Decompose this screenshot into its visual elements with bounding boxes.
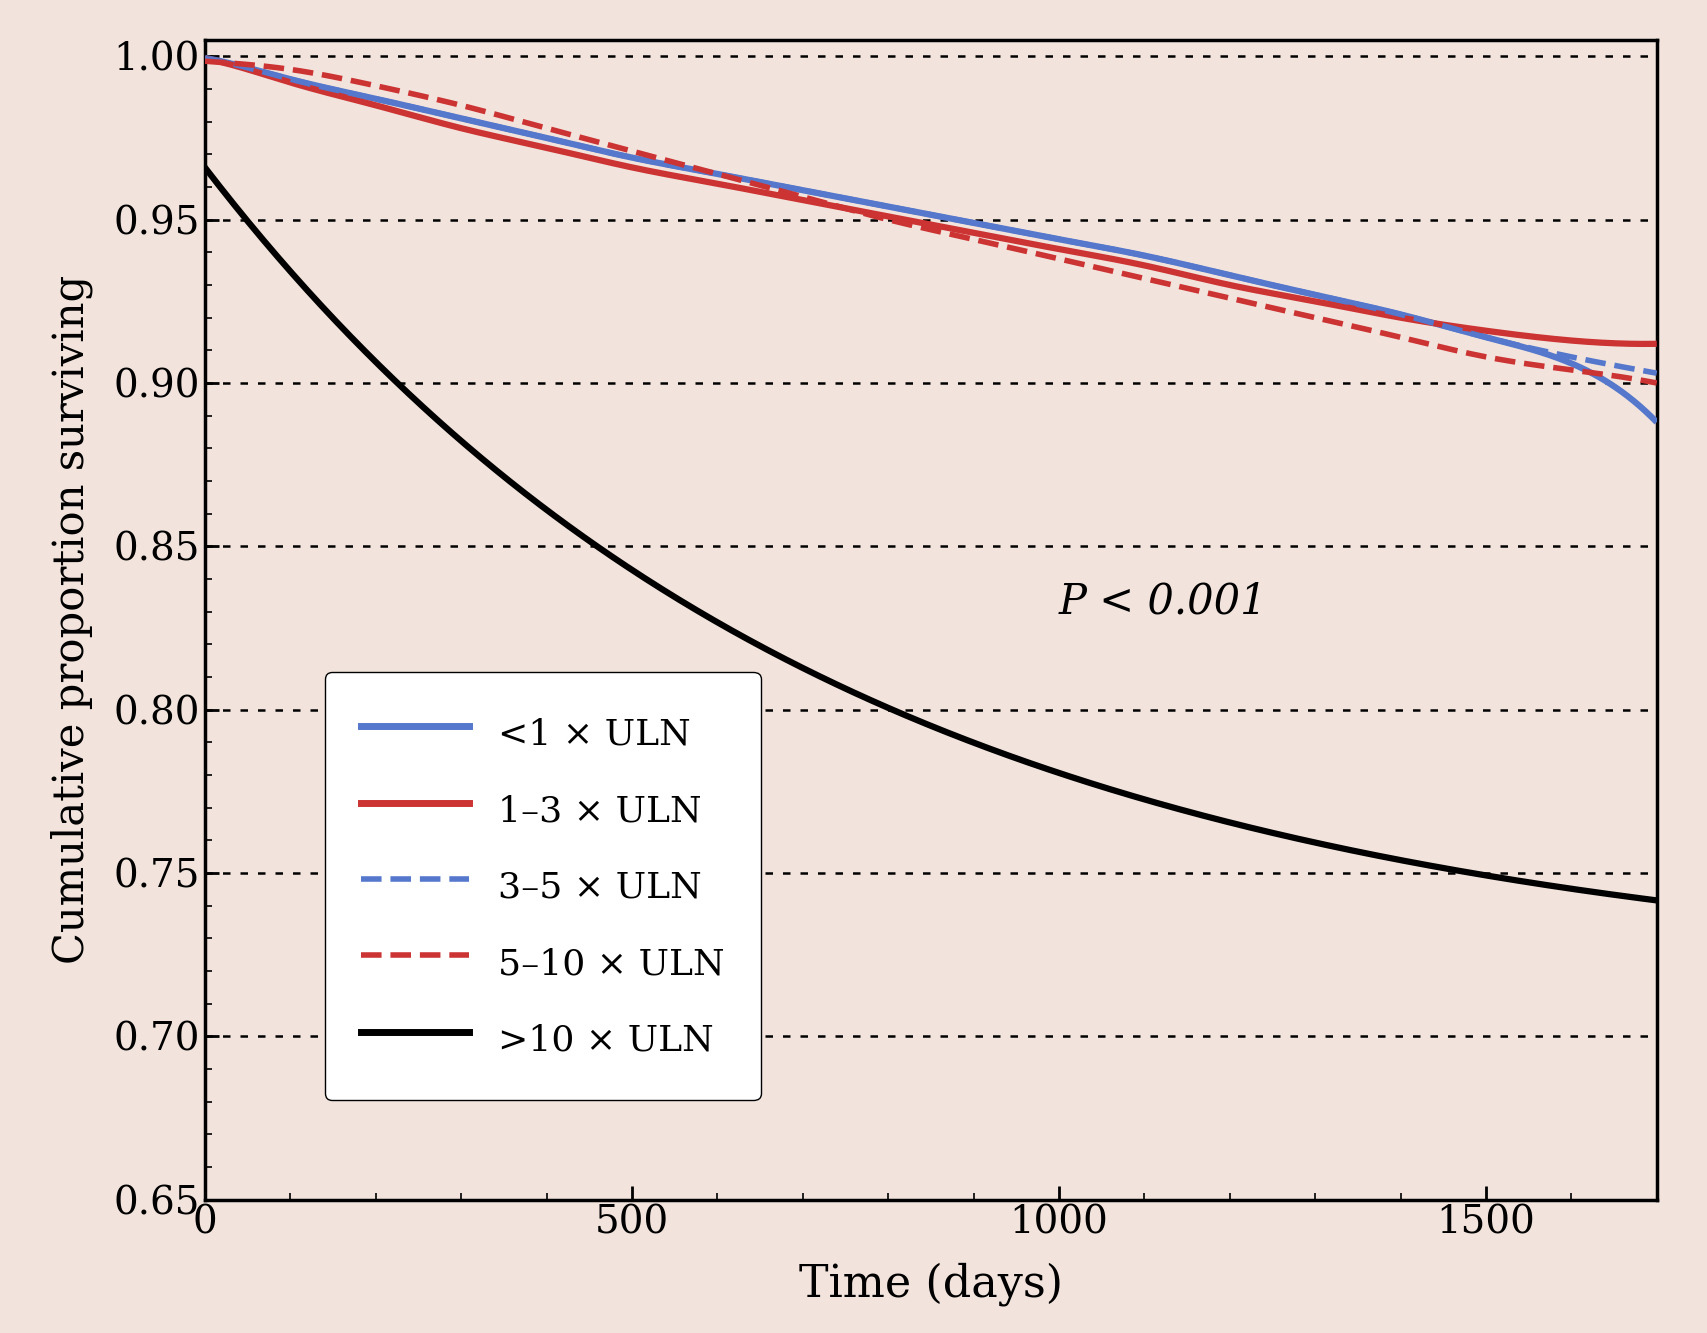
Legend: <1 × ULN, 1–3 × ULN, 3–5 × ULN, 5–10 × ULN, >10 × ULN: <1 × ULN, 1–3 × ULN, 3–5 × ULN, 5–10 × U… (324, 672, 760, 1101)
Y-axis label: Cumulative proportion surviving: Cumulative proportion surviving (50, 275, 92, 965)
X-axis label: Time (days): Time (days) (799, 1262, 1062, 1306)
Text: P < 0.001: P < 0.001 (1058, 581, 1267, 623)
